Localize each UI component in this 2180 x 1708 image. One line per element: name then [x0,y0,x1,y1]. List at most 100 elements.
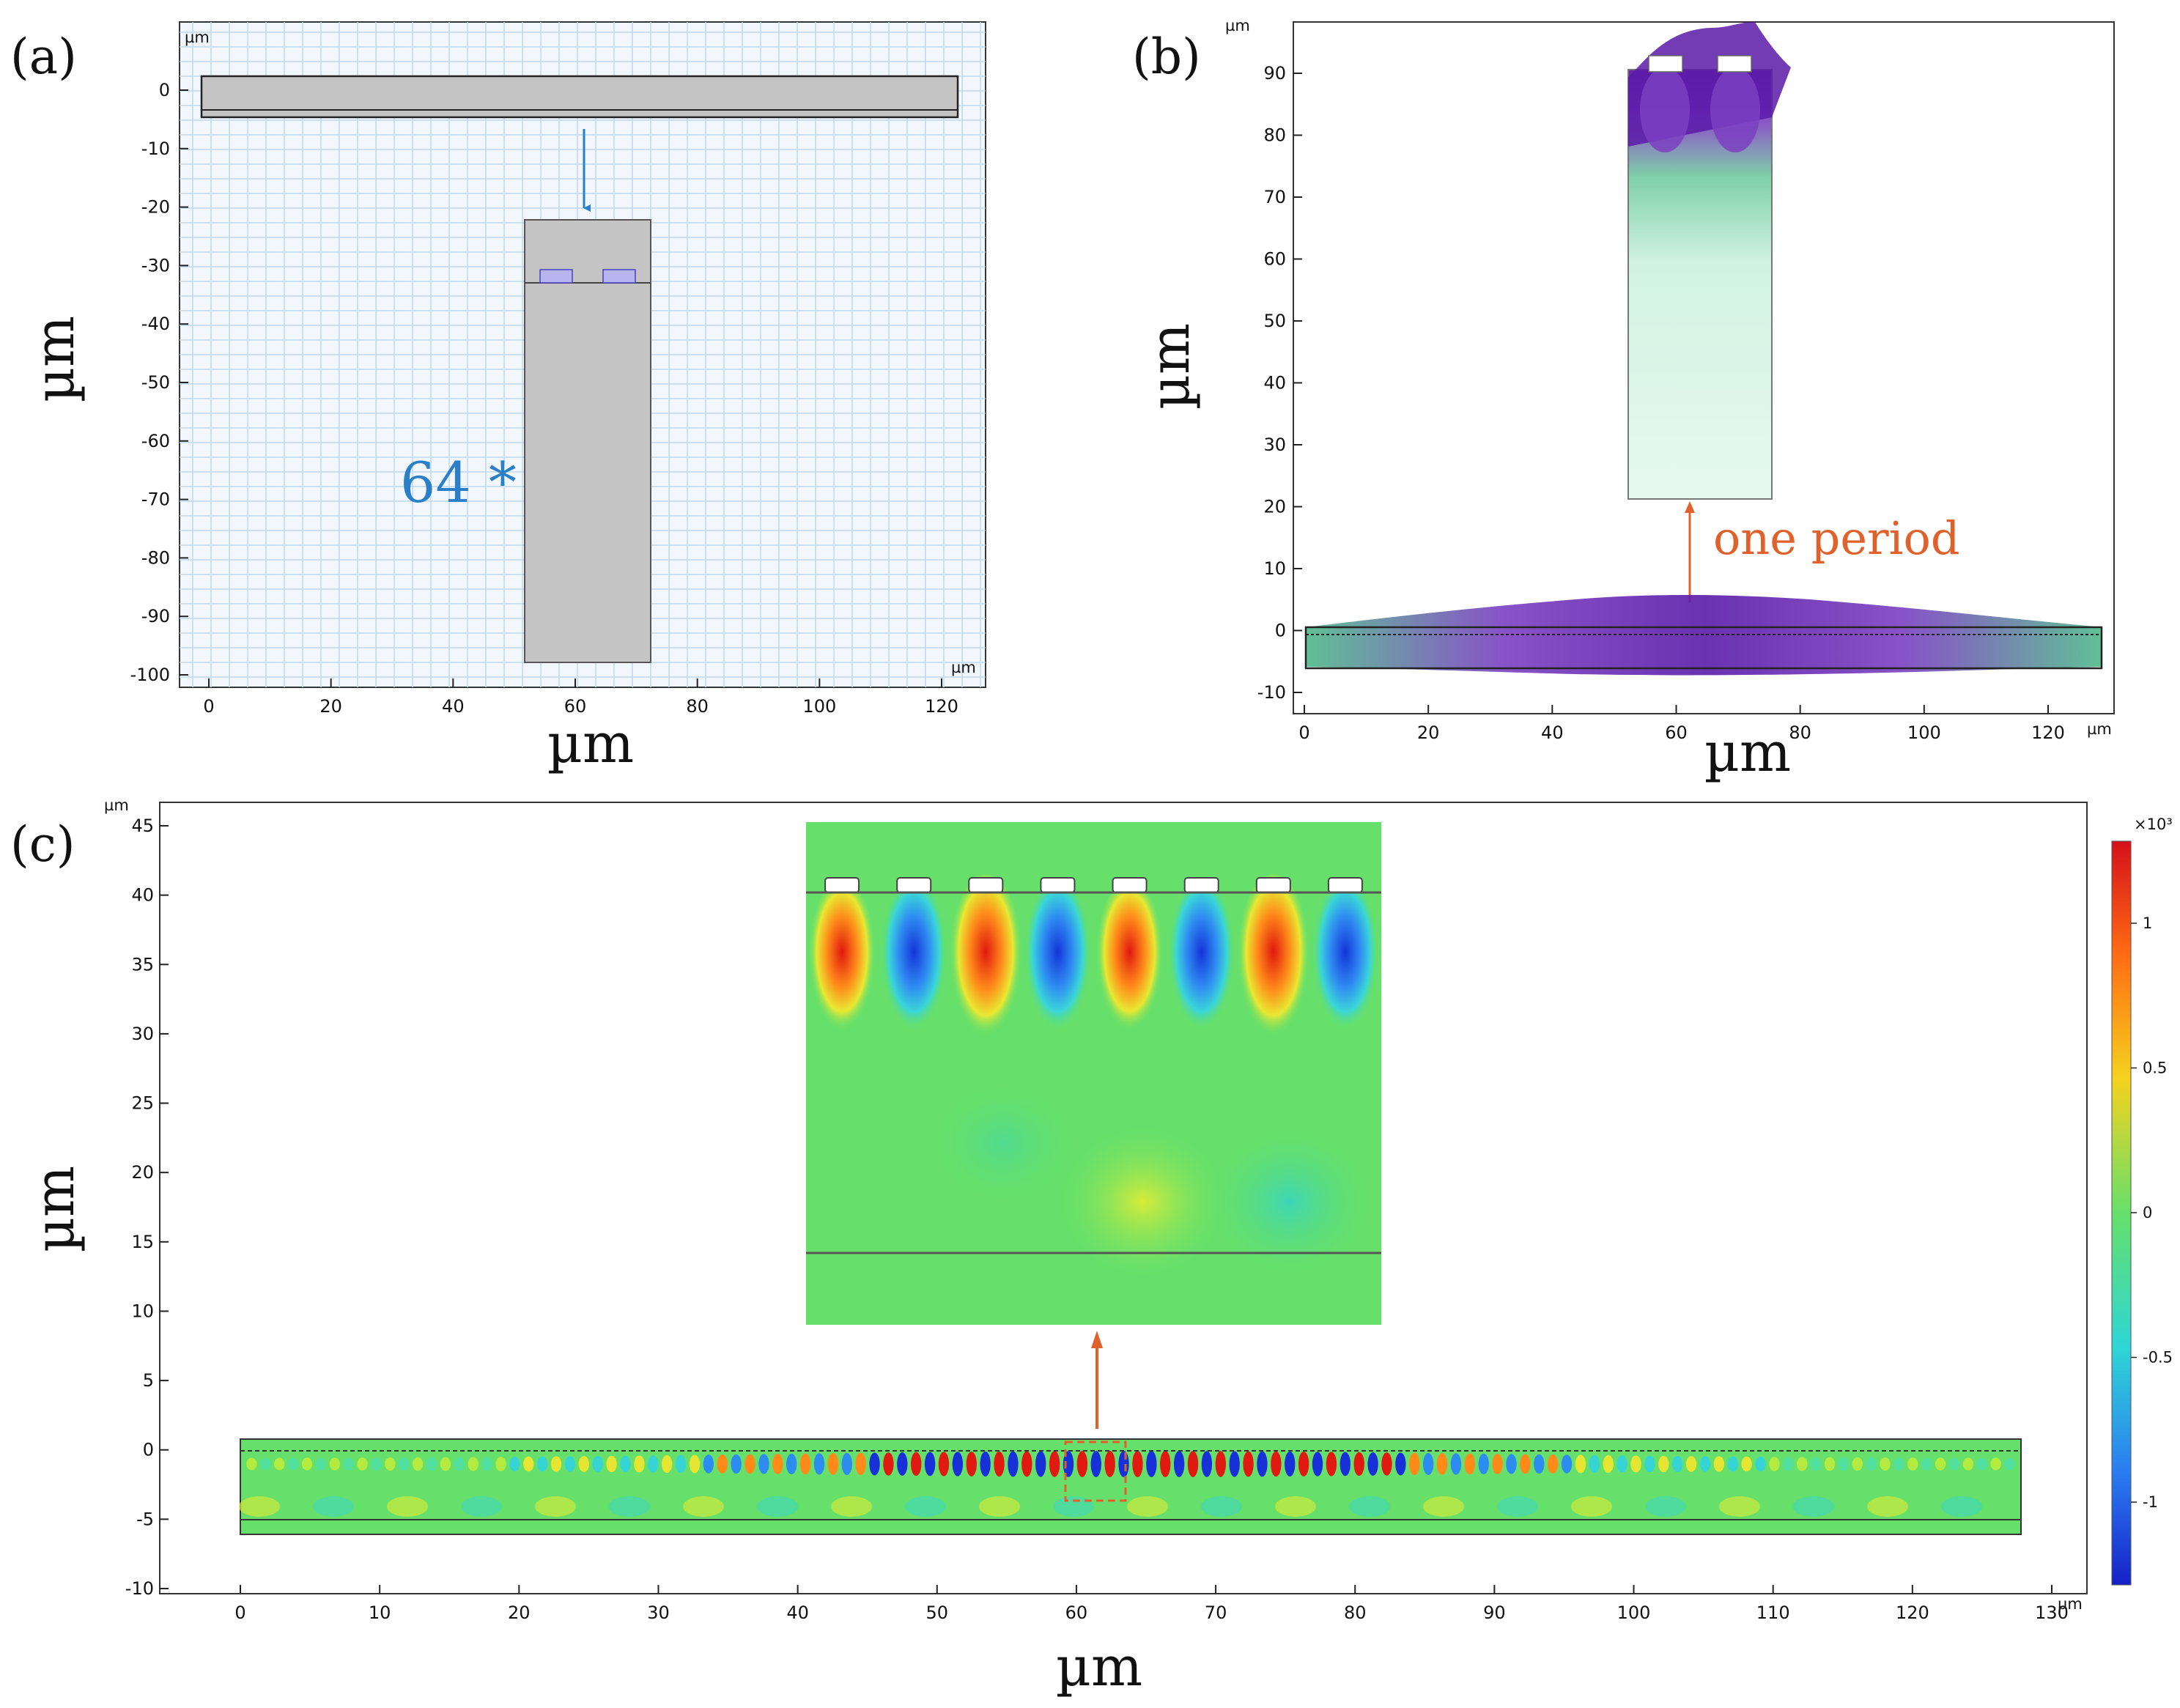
x-tick-label: 60 [564,696,587,717]
strip-field-mark-negative [454,1457,465,1471]
x-tick-label: 100 [1907,722,1941,743]
y-tick-label: 5 [143,1370,154,1391]
panel-a-electrode-left [539,269,573,284]
strip-field-mark-positive [1935,1457,1946,1471]
strip-field-mark-negative [1866,1457,1877,1471]
strip-field-mark-negative [1948,1457,1960,1471]
panel-c-zoom-region-box [1064,1441,1127,1502]
x-tick-label: 90 [1483,1602,1506,1623]
strip-field-mark-positive [966,1452,977,1476]
panel-c-blob-cyan [1202,1121,1378,1282]
strip-field-mark-positive [1658,1455,1669,1473]
y-tick-label: 90 [1263,63,1286,84]
colorbar-tick-label: 1 [2143,914,2152,932]
strip-field-mark-negative [758,1454,769,1474]
strip-field-mark-negative [1810,1457,1822,1471]
field-lobe-negative [1311,881,1379,1039]
strip-field-mark-positive [1160,1451,1171,1477]
strip-deep-field-mark [905,1496,946,1517]
strip-field-mark-positive [412,1457,424,1471]
zoom-electrode [1112,877,1148,893]
panel-b-full-structure [1304,626,2103,670]
panel-a-label: (a) [10,29,77,85]
panel-a-full-structure [200,75,959,119]
y-tick-label: -30 [141,255,170,276]
panel-c-full-strip [240,1438,2022,1535]
panel-a-period-count-annotation: 64 * [400,450,517,515]
strip-field-mark-negative [1422,1452,1434,1476]
y-tick-label: -40 [141,314,170,334]
strip-field-mark-negative [1893,1457,1904,1471]
strip-deep-field-mark [1201,1496,1242,1517]
panel-b-y-ticks: 90 80 70 60 50 40 30 20 10 0 -10 [1257,63,1302,703]
strip-field-mark-positive [1603,1454,1614,1474]
strip-deep-field-mark [1793,1496,1834,1517]
panel-a-electrode-right [602,269,636,284]
strip-field-mark-positive [1713,1456,1725,1472]
strip-field-mark-negative [1699,1456,1711,1472]
x-tick-label: 120 [1896,1602,1929,1623]
strip-field-mark-negative [1312,1452,1323,1476]
zoom-electrode [1183,877,1219,893]
panel-c-blob-cyan-2 [923,1077,1085,1209]
y-tick-label: -5 [136,1509,154,1529]
strip-field-mark-negative [399,1457,410,1471]
strip-field-mark-positive [634,1455,645,1473]
strip-field-mark-negative [1257,1451,1268,1477]
strip-field-mark-negative [731,1454,742,1474]
strip-field-mark-positive [1685,1456,1697,1472]
x-tick-label: 130 [2035,1602,2069,1623]
strip-field-mark-negative [592,1455,603,1473]
strip-deep-field-mark [461,1496,502,1517]
strip-field-mark-negative [924,1452,936,1476]
panel-c-label: (c) [10,816,75,873]
x-tick-label: 10 [369,1602,391,1623]
strip-field-mark-negative [1450,1453,1462,1475]
strip-field-mark-positive [1990,1457,2001,1471]
strip-field-mark-positive [744,1454,755,1474]
strip-field-mark-positive [661,1454,673,1474]
strip-field-mark-positive [1962,1457,1974,1471]
strip-deep-field-mark [1127,1496,1168,1517]
field-lobe-negative [1024,881,1092,1039]
strip-field-mark-negative [648,1455,659,1473]
zoom-electrode [824,877,860,893]
strip-field-mark-positive [578,1456,589,1472]
strip-field-mark-negative [1229,1451,1240,1477]
strip-field-mark-positive [301,1457,313,1471]
panel-a-x-unit-label: µm [951,659,976,676]
strip-field-mark-positive [1520,1454,1531,1474]
x-tick-label: 100 [802,696,836,717]
panel-a-y-unit-label: µm [185,29,210,46]
x-tick-label: 80 [1344,1602,1367,1623]
x-tick-label: 20 [319,696,342,717]
strip-field-mark-positive [1049,1451,1060,1477]
strip-field-mark-negative [1285,1451,1296,1477]
strip-field-mark-negative [1146,1451,1157,1477]
strip-deep-field-mark [683,1496,724,1517]
strip-field-mark-negative [1340,1452,1351,1476]
panel-a: (a) 0 20 40 60 80 100 120 0 -10 -20 -30 -40 -50 -60 -… [10,21,986,775]
strip-field-mark-positive [938,1452,950,1476]
strip-field-mark-positive [550,1456,562,1472]
strip-field-mark-positive [1076,1451,1088,1477]
strip-deep-field-mark [979,1496,1020,1517]
y-tick-label: 0 [159,80,170,100]
strip-field-mark-positive [1880,1457,1891,1471]
panel-b-electrode-right [1717,55,1752,73]
strip-field-mark-negative [1534,1454,1545,1474]
strip-field-mark-negative [869,1452,880,1476]
y-tick-label: -60 [141,431,170,451]
y-tick-label: 30 [131,1024,154,1044]
panel-b: (b) 0 20 40 60 80 100 120 9080706050403020100-… [1132,17,2115,784]
strip-field-mark-negative [2004,1457,2015,1471]
strip-field-mark-negative [813,1453,825,1475]
panel-a-y-axis-title: µm [23,316,86,402]
y-tick-label: 0 [1275,621,1286,641]
y-tick-label: 20 [1263,497,1286,517]
y-tick-label: -20 [141,197,170,218]
x-tick-label: 60 [1065,1602,1088,1623]
x-tick-label: 40 [442,696,465,717]
strip-field-mark-negative [371,1457,382,1471]
panel-c-y-unit-label: µm [104,796,129,814]
